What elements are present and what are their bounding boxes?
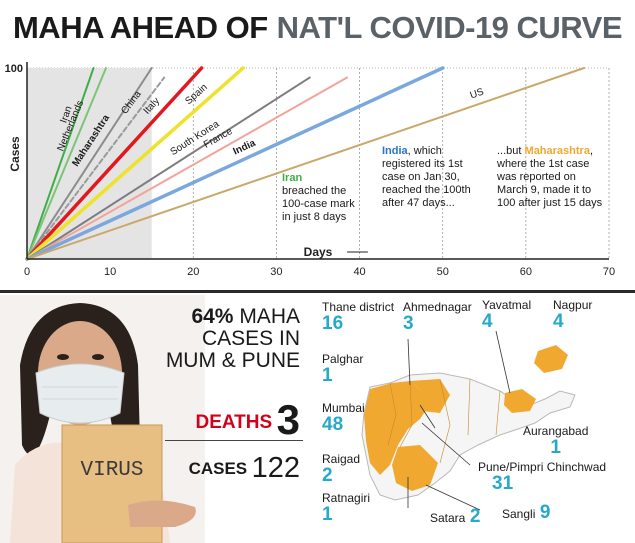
district-palghar: Palghar 1: [322, 352, 363, 386]
series-line-spain: [25, 66, 245, 261]
map-region-nagpur: [534, 345, 568, 373]
series-line-india: [25, 66, 445, 261]
chart-series: [25, 66, 586, 261]
series-line-us: [26, 67, 586, 260]
headline: MAHA AHEAD OF NAT'L COVID-19 CURVE: [0, 0, 635, 56]
stat-rule: [165, 440, 303, 441]
series-label-iran: Iran: [59, 105, 75, 125]
series-line-netherlands: [26, 67, 107, 260]
woman-with-mask-photo: VIRUS: [0, 295, 205, 543]
map-region-ahmednagar: [410, 379, 450, 413]
x-tick-label-20: 20: [187, 266, 199, 278]
map-affected-districts: [364, 345, 568, 491]
district-nagpur: Nagpur 4: [553, 298, 592, 332]
cases-row: CASES 122: [168, 452, 300, 485]
section-divider: [0, 290, 635, 293]
district-thane-name: Thane district: [322, 300, 395, 314]
chart-ticks: 0 10 20 30 40 50 60 70 100 Days Cases: [5, 63, 615, 278]
y-axis-title: Cases: [8, 136, 22, 172]
district-mumbai-count: 48: [322, 414, 344, 435]
map-district-borders: [387, 378, 501, 464]
annotation-india-highlight: India: [382, 145, 408, 157]
district-raigad-name: Raigad: [322, 452, 361, 466]
series-line-south-korea: [26, 76, 311, 260]
district-aurangabad: Aurangabad 1: [523, 424, 588, 458]
series-line-france: [26, 76, 349, 260]
y-tick-label-100: 100: [5, 63, 23, 75]
district-ratnagiri-count: 1: [322, 504, 333, 525]
headline-part-1: MAHA AHEAD OF: [12, 10, 268, 45]
x-tick-label-60: 60: [520, 266, 532, 278]
district-aurangabad-name: Aurangabad: [523, 424, 589, 438]
annotation-iran-highlight: Iran: [282, 172, 303, 184]
cases-value: 122: [251, 452, 300, 484]
district-yavatmal-count: 4: [482, 311, 493, 332]
district-aurangabad-count: 1: [550, 437, 561, 458]
stat-headline-block: 64% MAHA CASES IN MUM & PUNE: [160, 306, 300, 372]
district-palghar-name: Palghar: [322, 352, 364, 366]
annotation-maha-highlight: Maharashtra: [524, 145, 590, 157]
maharashtra-map: [361, 330, 576, 511]
district-satara-count: 2: [469, 506, 481, 527]
district-sangli: Sangli 9: [502, 503, 550, 523]
series-line-maharashtra: [26, 67, 153, 260]
district-ahmednagar-count: 3: [403, 313, 414, 334]
district-nagpur-count: 4: [553, 311, 564, 332]
annotation-iran-text: breached the 100-case mark in just 8 day…: [282, 185, 355, 223]
annotation-maha-text: , where the 1st case was reported on Mar…: [497, 145, 603, 209]
district-raigad: Raigad 2: [322, 452, 360, 486]
card-text: VIRUS: [80, 459, 143, 482]
district-raigad-count: 2: [322, 465, 333, 486]
x-tick-label-10: 10: [104, 266, 116, 278]
x-tick-label-50: 50: [437, 266, 449, 278]
map-region-yavatmal: [504, 389, 536, 413]
stat-headline: 64% MAHA CASES IN MUM & PUNE: [160, 306, 300, 372]
x-axis-title: Days: [304, 245, 333, 259]
x-tick-label-70: 70: [603, 266, 615, 278]
deaths-value: 3: [276, 396, 300, 443]
district-thane: Thane district 16: [322, 300, 394, 334]
headline-part-2: NAT'L COVID-19 CURVE: [276, 10, 623, 45]
annotation-india: India, which registered its 1st case on …: [382, 145, 474, 210]
x-tick-label-30: 30: [270, 266, 282, 278]
series-line-china: [26, 76, 166, 260]
cases-label: CASES: [188, 459, 248, 478]
district-mumbai-name: Mumbai: [322, 401, 365, 415]
map-region-south: [392, 445, 438, 491]
district-pune-count: 31: [492, 473, 514, 494]
district-pune: Pune/Pimpri Chinchwad 31: [478, 460, 606, 494]
district-sangli-count: 9: [539, 502, 551, 523]
stat-headline-text: MAHA CASES IN MUM & PUNE: [165, 305, 300, 372]
x-tick-label-0: 0: [24, 266, 30, 278]
district-palghar-count: 1: [322, 365, 333, 386]
district-sangli-name: Sangli: [502, 507, 536, 521]
district-thane-count: 16: [322, 313, 344, 334]
deaths-label: DEATHS: [195, 412, 273, 433]
series-line-italy: [25, 66, 204, 261]
district-pune-name: Pune/Pimpri Chinchwad: [478, 460, 607, 474]
district-nagpur-name: Nagpur: [553, 298, 593, 312]
district-satara-name: Satara: [430, 511, 466, 525]
district-ratnagiri: Ratnagiri 1: [322, 491, 370, 525]
annotation-maha-prefix: ...but: [497, 145, 525, 157]
district-ahmednagar-name: Ahmednagar: [403, 300, 472, 314]
annotation-maharashtra: ...but Maharashtra, where the 1st case w…: [497, 145, 609, 210]
chart-axes: [26, 62, 609, 260]
series-label-us: US: [469, 86, 486, 101]
annotation-iran: Iran breached the 100-case mark in just …: [282, 172, 362, 224]
district-satara: Satara 2: [430, 507, 480, 527]
deaths-row: DEATHS 3: [168, 396, 300, 444]
series-line-iran: [26, 67, 95, 260]
map-region-west: [364, 381, 428, 475]
x-tick-label-40: 40: [353, 266, 365, 278]
district-yavatmal: Yavatmal 4: [482, 298, 531, 332]
district-mumbai: Mumbai 48: [322, 401, 365, 435]
annotation-india-text: , which registered its 1st case on Jan 3…: [382, 145, 471, 209]
district-yavatmal-name: Yavatmal: [482, 298, 532, 312]
map-leader-lines: [407, 330, 511, 511]
district-ratnagiri-name: Ratnagiri: [322, 491, 371, 505]
district-ahmednagar: Ahmednagar 3: [403, 300, 472, 334]
stat-percent: 64%: [191, 305, 234, 328]
